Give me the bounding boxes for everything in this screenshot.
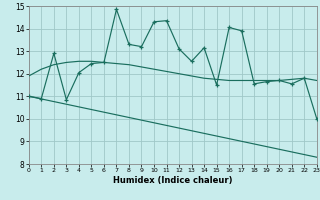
X-axis label: Humidex (Indice chaleur): Humidex (Indice chaleur)	[113, 176, 233, 185]
